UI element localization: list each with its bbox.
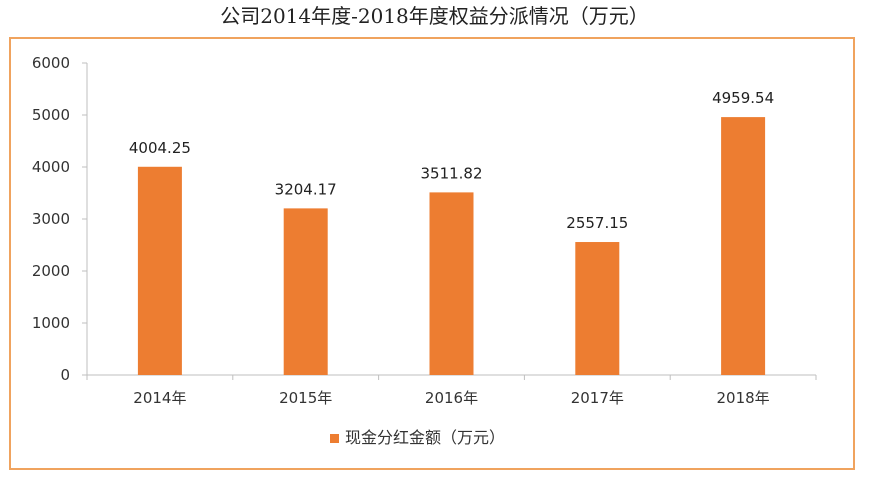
y-tick-label: 1000 [32, 314, 70, 332]
data-label: 3511.82 [420, 164, 482, 182]
chart-frame [9, 37, 855, 470]
y-tick-label: 0 [60, 366, 70, 384]
bar [721, 117, 766, 376]
legend: 现金分红金额（万元） [330, 428, 505, 448]
x-tick-label: 2014年 [133, 389, 186, 407]
y-tick-label: 5000 [32, 106, 70, 124]
bar [137, 166, 182, 375]
x-tick-label: 2015年 [279, 389, 332, 407]
x-tick-label: 2018年 [717, 389, 770, 407]
data-label: 4004.25 [129, 139, 191, 157]
x-tick-label: 2017年 [571, 389, 624, 407]
legend-swatch [330, 433, 339, 443]
y-tick-label: 3000 [32, 210, 70, 228]
bar [283, 208, 328, 375]
bar [575, 242, 620, 375]
legend-label: 现金分红金额（万元） [345, 428, 506, 447]
chart-title: 公司2014年度-2018年度权益分派情况（万元） [220, 4, 649, 28]
y-tick-label: 6000 [32, 54, 70, 72]
y-tick-label: 4000 [32, 158, 70, 176]
y-tick-label: 2000 [32, 262, 70, 280]
data-label: 2557.15 [566, 214, 628, 232]
data-label: 3204.17 [275, 180, 337, 198]
bar [429, 192, 474, 375]
x-tick-label: 2016年 [425, 389, 478, 407]
data-label: 4959.54 [712, 89, 774, 107]
